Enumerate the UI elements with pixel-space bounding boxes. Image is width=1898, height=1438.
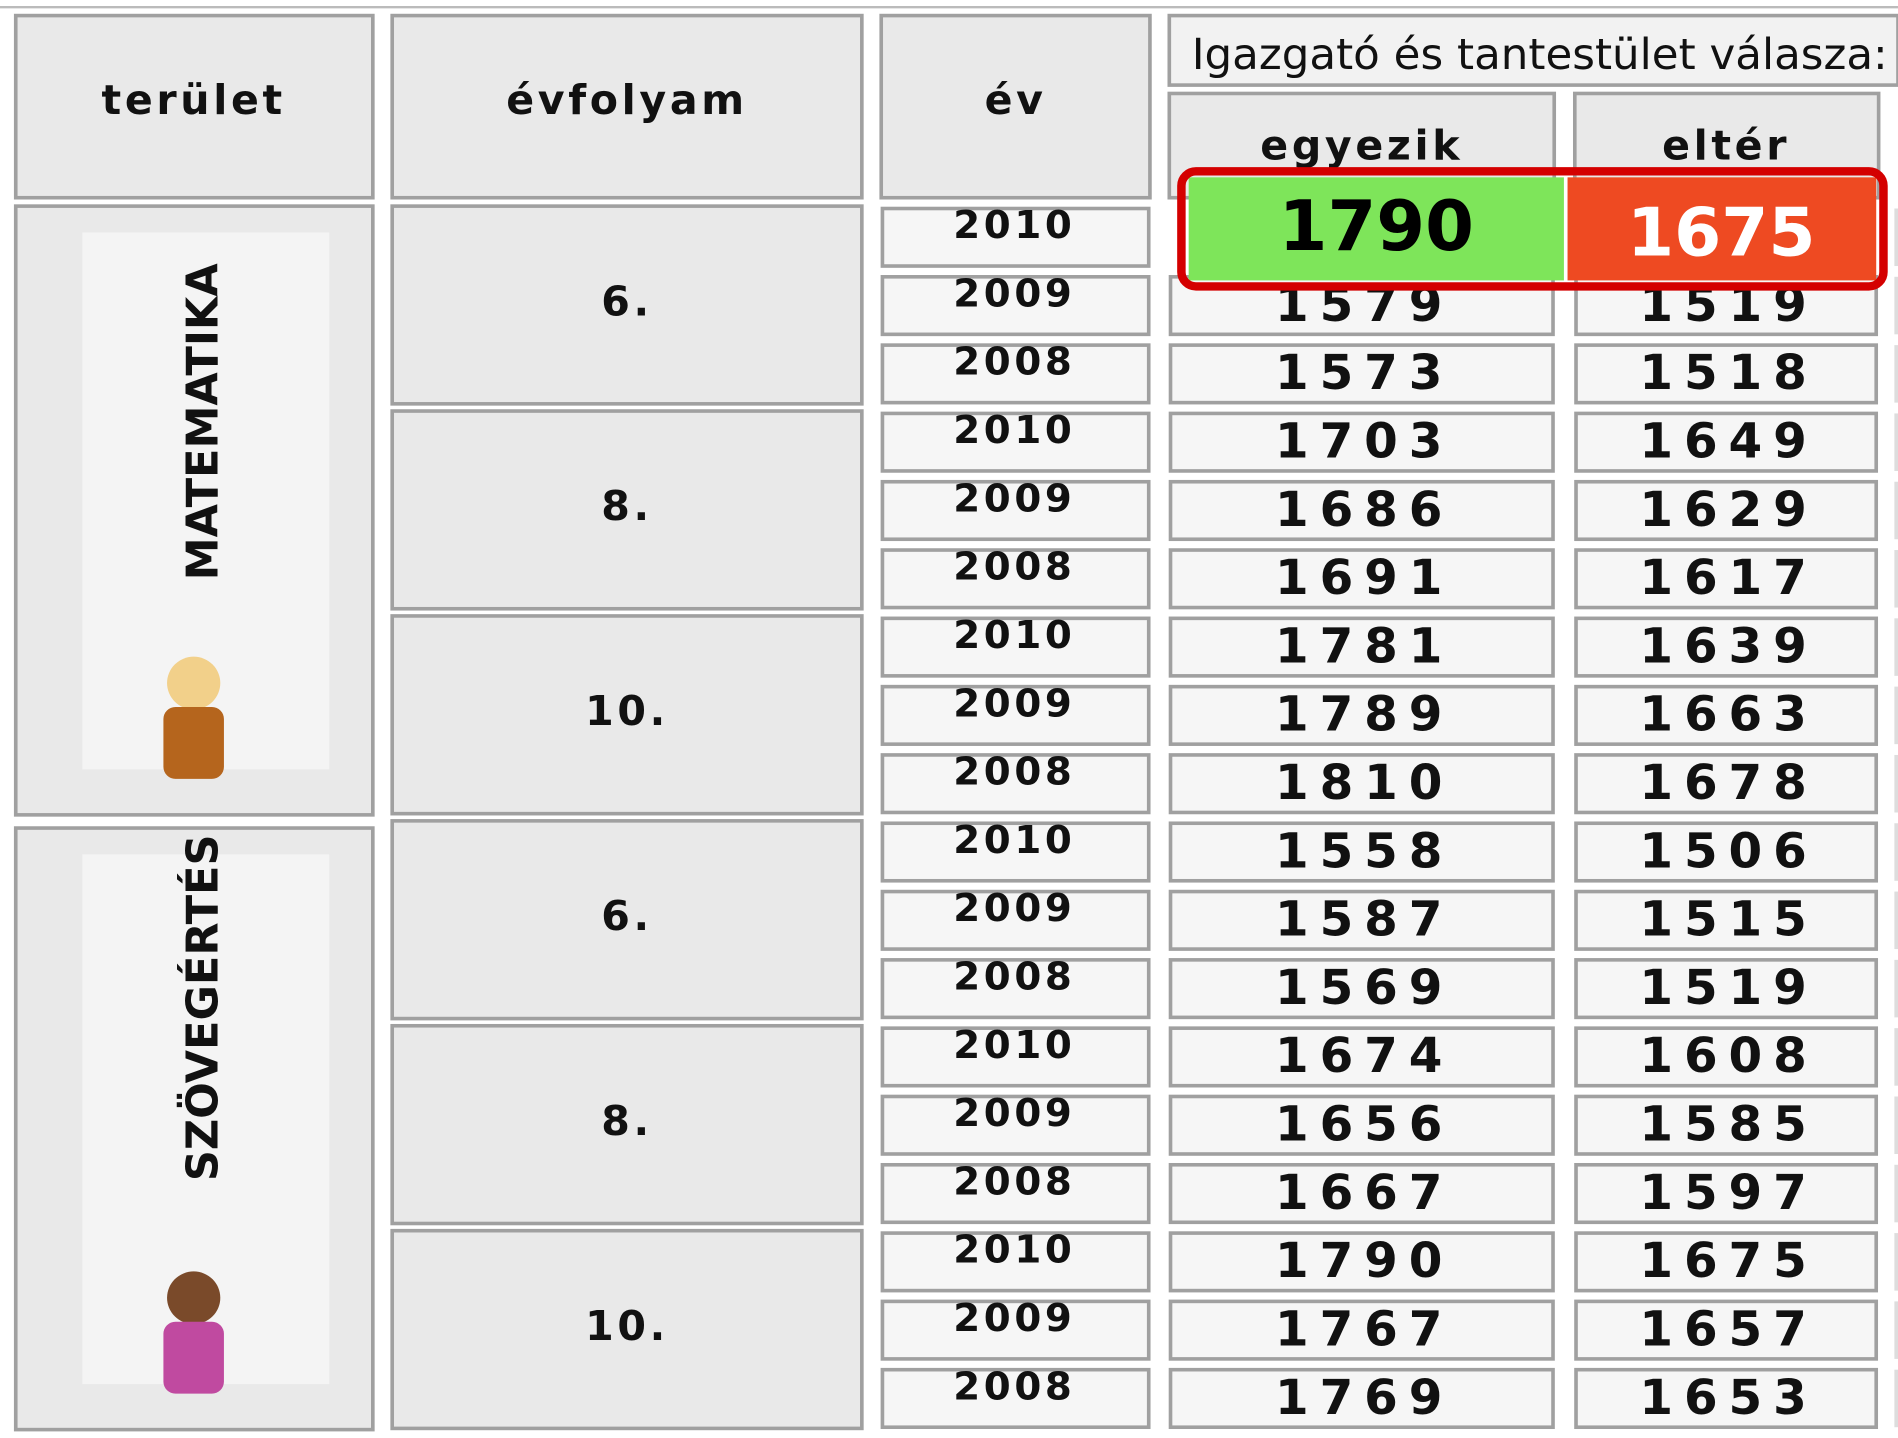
grade-label: 10. bbox=[585, 687, 669, 735]
agree-value: 1569 bbox=[1275, 960, 1453, 1016]
figure-icon bbox=[167, 1271, 220, 1324]
differ-value: 1663 bbox=[1639, 687, 1817, 743]
differ-value: 1649 bbox=[1639, 414, 1817, 470]
year-value: 2008 bbox=[953, 1160, 1075, 1205]
agree-value: 1587 bbox=[1275, 892, 1453, 948]
agree-value: 1674 bbox=[1275, 1028, 1453, 1084]
agree-value: 1767 bbox=[1275, 1302, 1453, 1358]
year-value: 2008 bbox=[953, 545, 1075, 590]
differ-value: 1585 bbox=[1639, 1097, 1817, 1153]
agree-value: 1656 bbox=[1275, 1097, 1453, 1153]
edge-cell bbox=[1894, 482, 1898, 540]
differ-value: 1518 bbox=[1639, 345, 1817, 401]
year-value: 2008 bbox=[953, 1364, 1075, 1409]
agree-value: 1769 bbox=[1275, 1370, 1453, 1426]
figure-icon bbox=[167, 657, 220, 710]
highlight-differ: 1675 bbox=[1627, 193, 1816, 272]
edge-cell bbox=[1894, 1370, 1898, 1428]
differ-value: 1597 bbox=[1639, 1165, 1817, 1221]
edge-cell bbox=[1894, 892, 1898, 950]
agree-value: 1781 bbox=[1275, 619, 1453, 675]
header-grade: évfolyam bbox=[506, 76, 748, 124]
grade-label: 8. bbox=[601, 1097, 653, 1145]
edge-cell bbox=[1894, 413, 1898, 471]
differ-value: 1675 bbox=[1639, 1233, 1817, 1289]
figure-icon bbox=[163, 1322, 224, 1394]
slide: terület évfolyam év Igazgató és tantestület… bbox=[0, 0, 1898, 1438]
agree-value: 1667 bbox=[1275, 1165, 1453, 1221]
differ-value: 1639 bbox=[1639, 619, 1817, 675]
subject-name: SZÖVEGÉRTÉS bbox=[177, 834, 228, 1181]
edge-cell bbox=[1894, 345, 1898, 403]
year-value: 2010 bbox=[953, 613, 1075, 658]
year-value: 2009 bbox=[953, 886, 1075, 931]
agree-value: 1558 bbox=[1275, 824, 1453, 880]
edge-cell bbox=[1894, 277, 1898, 335]
edge-cell bbox=[1894, 1233, 1898, 1291]
highlight-agree: 1790 bbox=[1279, 187, 1474, 268]
year-value: 2009 bbox=[953, 681, 1075, 726]
edge-cell bbox=[1894, 209, 1898, 267]
differ-value: 1506 bbox=[1639, 824, 1817, 880]
year-value: 2010 bbox=[953, 203, 1075, 248]
figure-icon bbox=[163, 707, 224, 779]
year-value: 2009 bbox=[953, 477, 1075, 522]
header-year: év bbox=[985, 76, 1047, 124]
edge-cell bbox=[1894, 755, 1898, 813]
agree-value: 1810 bbox=[1275, 755, 1453, 811]
agree-value: 1703 bbox=[1275, 414, 1453, 470]
agree-value: 1691 bbox=[1275, 550, 1453, 606]
differ-value: 1515 bbox=[1639, 892, 1817, 948]
year-value: 2008 bbox=[953, 955, 1075, 1000]
header-differ: eltér bbox=[1662, 122, 1790, 170]
differ-value: 1608 bbox=[1639, 1028, 1817, 1084]
header-response: Igazgató és tantestület válasza: bbox=[1192, 30, 1888, 80]
differ-value: 1678 bbox=[1639, 755, 1817, 811]
edge-cell bbox=[1894, 823, 1898, 881]
year-value: 2010 bbox=[953, 818, 1075, 863]
grade-label: 8. bbox=[601, 482, 653, 530]
edge-cell bbox=[1894, 960, 1898, 1018]
header-agree: egyezik bbox=[1260, 122, 1463, 170]
header-area: terület bbox=[102, 76, 286, 124]
edge-cell bbox=[1894, 1096, 1898, 1154]
agree-value: 1573 bbox=[1275, 345, 1453, 401]
differ-value: 1653 bbox=[1639, 1370, 1817, 1426]
edge-cell bbox=[1894, 1165, 1898, 1223]
agree-value: 1789 bbox=[1275, 687, 1453, 743]
edge-cell bbox=[1894, 687, 1898, 745]
year-value: 2009 bbox=[953, 1091, 1075, 1136]
year-value: 2009 bbox=[953, 272, 1075, 317]
edge-cell bbox=[1894, 550, 1898, 608]
year-value: 2010 bbox=[953, 408, 1075, 453]
year-value: 2008 bbox=[953, 340, 1075, 385]
differ-value: 1519 bbox=[1639, 960, 1817, 1016]
agree-value: 1790 bbox=[1275, 1233, 1453, 1289]
agree-value: 1686 bbox=[1275, 482, 1453, 538]
year-value: 2008 bbox=[953, 750, 1075, 795]
differ-value: 1617 bbox=[1639, 550, 1817, 606]
year-value: 2010 bbox=[953, 1228, 1075, 1273]
differ-value: 1629 bbox=[1639, 482, 1817, 538]
year-value: 2009 bbox=[953, 1296, 1075, 1341]
grade-label: 6. bbox=[601, 892, 653, 940]
differ-value: 1657 bbox=[1639, 1302, 1817, 1358]
subject-name: MATEMATIKA bbox=[178, 263, 228, 580]
grade-label: 10. bbox=[585, 1302, 669, 1350]
edge-cell bbox=[1894, 1301, 1898, 1359]
year-value: 2010 bbox=[953, 1023, 1075, 1068]
edge-cell bbox=[1894, 1028, 1898, 1086]
grade-label: 6. bbox=[601, 278, 653, 326]
edge-cell bbox=[1894, 618, 1898, 676]
